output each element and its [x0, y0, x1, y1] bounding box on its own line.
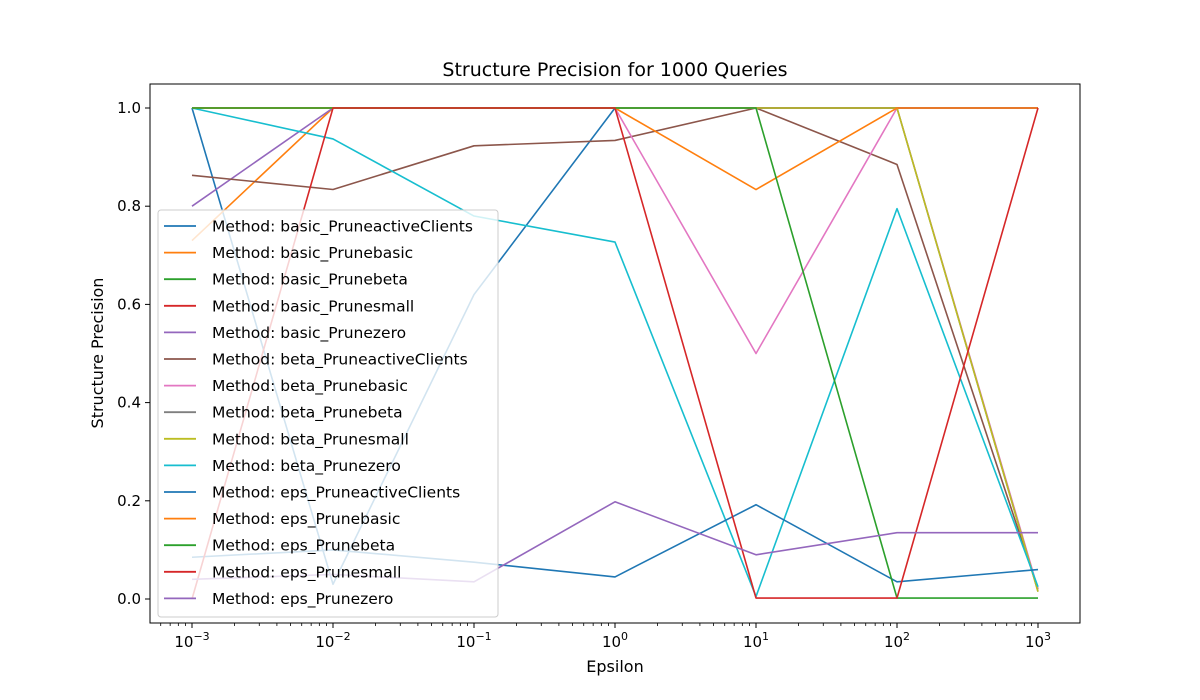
legend-box — [157, 209, 499, 618]
legend-entry: Method: basic_Prunezero — [212, 324, 406, 343]
legend-entry: Method: basic_Prunesmall — [212, 297, 414, 316]
legend-entry: Method: basic_Prunebasic — [212, 244, 413, 263]
legend-entry: Method: basic_Prunebeta — [212, 271, 408, 290]
y-tick-label: 0.6 — [117, 295, 141, 313]
x-tick-label: 103 — [1025, 630, 1051, 651]
y-tick-label: 1.0 — [117, 99, 141, 117]
legend-entry: Method: eps_Prunesmall — [212, 563, 401, 582]
legend-entry: Method: basic_PruneactiveClients — [212, 218, 473, 237]
x-tick-label: 10−3 — [174, 630, 209, 651]
legend-entry: Method: eps_PruneactiveClients — [212, 484, 460, 503]
series-line-6 — [191, 107, 1039, 590]
x-tick-label: 10−2 — [315, 630, 350, 651]
y-tick-label: 0.2 — [117, 492, 141, 510]
legend: Method: basic_PruneactiveClients Method: … — [157, 209, 499, 618]
legend-entry: Method: eps_Prunezero — [212, 590, 393, 609]
chart-title: Structure Precision for 1000 Queries — [442, 59, 787, 81]
legend-entry: Method: eps_Prunebasic — [212, 510, 400, 529]
legend-entry: Method: beta_Prunebeta — [212, 404, 403, 423]
series-line-10 — [191, 107, 1039, 598]
legend-entry: Method: beta_Prunesmall — [212, 430, 409, 449]
legend-entry: Method: beta_Prunebasic — [212, 377, 408, 396]
y-tick-label: 0.8 — [117, 197, 141, 215]
y-tick-label: 0.0 — [117, 590, 141, 608]
x-axis-label: Epsilon — [586, 657, 643, 676]
legend-entry: Method: beta_PruneactiveClients — [212, 351, 468, 370]
y-axis-label: Structure Precision — [88, 278, 107, 429]
legend-entry: Method: beta_Prunezero — [212, 457, 401, 476]
x-tick-label: 10−1 — [456, 630, 491, 651]
y-tick-label: 0.4 — [117, 394, 141, 412]
x-tick-label: 101 — [743, 630, 769, 651]
legend-entry: Method: eps_Prunebeta — [212, 537, 395, 556]
x-tick-label: 100 — [602, 630, 628, 651]
axes: 10−3 10−2 10−1 100 101 102 103 0.0 0.2 0.4 0.6 0.8 1… — [117, 99, 1051, 651]
x-tick-label: 102 — [884, 630, 910, 651]
series-line-14 — [191, 107, 1039, 600]
